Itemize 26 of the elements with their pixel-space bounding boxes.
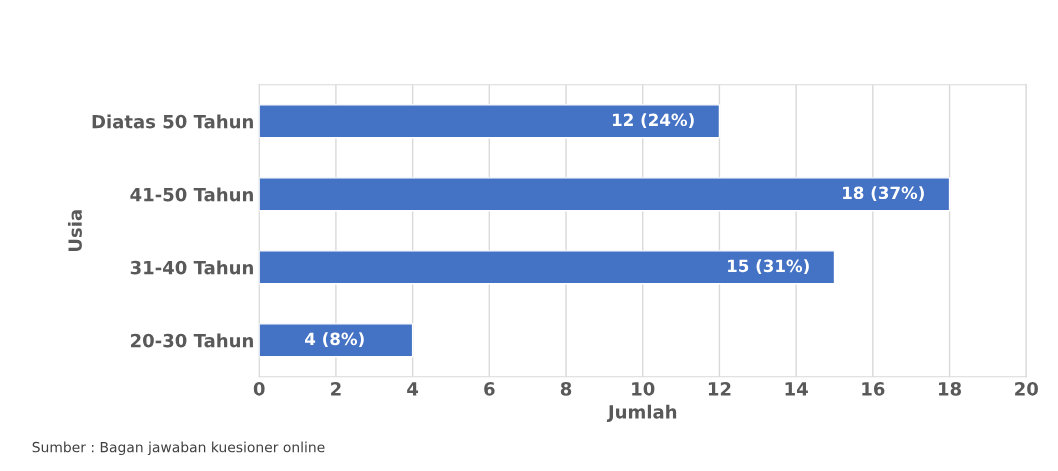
y-tick-label: 41-50 Tahun [130, 187, 253, 202]
x-tick-label: 16 [862, 382, 885, 396]
x-tick-label: 6 [484, 382, 495, 396]
x-tick-label: 12 [708, 381, 731, 396]
x-axis-title: Jumlah [606, 404, 677, 423]
x-tick-label: 8 [560, 381, 572, 396]
x-tick-label: 18 [939, 381, 961, 396]
x-tick-label: 10 [632, 381, 655, 396]
y-axis-title: Usia [67, 210, 82, 252]
y-tick-label: 31-40 Tahun [130, 260, 253, 275]
y-tick-label: Diatas 50 Tahun [92, 114, 253, 129]
text: Sumber : Bagan jawaban kuesioner online [32, 441, 325, 456]
bar [259, 177, 951, 212]
x-tick-label: 4 [407, 382, 419, 396]
bar [259, 104, 721, 139]
x-tick-label: 20 [1015, 381, 1038, 396]
data-label: 15 (31%) [728, 259, 809, 275]
data-label: 18 (37%) [843, 186, 924, 202]
x-tick-label: 0 [253, 381, 265, 396]
bar [259, 323, 414, 358]
y-tick-label: 20-30 Tahun [131, 333, 253, 348]
data-label: 12 (24%) [612, 113, 694, 129]
data-label: 4 (8%) [305, 332, 364, 348]
x-tick-label: 14 [785, 382, 808, 396]
x-tick-label: 2 [331, 381, 341, 396]
bar [259, 250, 836, 285]
